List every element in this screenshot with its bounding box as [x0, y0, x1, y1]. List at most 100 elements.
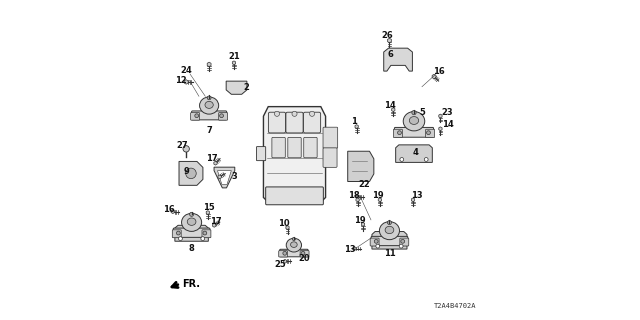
Text: 17: 17 — [207, 154, 218, 163]
Ellipse shape — [205, 101, 213, 108]
Polygon shape — [226, 81, 247, 94]
FancyBboxPatch shape — [288, 137, 301, 158]
Text: 26: 26 — [381, 31, 394, 40]
Polygon shape — [396, 145, 432, 162]
Ellipse shape — [385, 226, 394, 234]
FancyBboxPatch shape — [300, 251, 309, 257]
Text: 11: 11 — [384, 250, 396, 259]
Polygon shape — [378, 198, 381, 202]
Text: 3: 3 — [232, 172, 237, 181]
Circle shape — [189, 212, 194, 216]
Circle shape — [424, 157, 428, 161]
FancyBboxPatch shape — [304, 137, 317, 158]
Circle shape — [301, 252, 305, 255]
Text: 19: 19 — [372, 190, 384, 200]
Polygon shape — [179, 161, 203, 185]
Circle shape — [292, 111, 297, 116]
Text: 8: 8 — [189, 244, 195, 253]
Circle shape — [283, 252, 287, 255]
Circle shape — [387, 220, 392, 225]
Ellipse shape — [286, 238, 301, 252]
FancyBboxPatch shape — [400, 238, 409, 246]
FancyBboxPatch shape — [272, 137, 285, 158]
Polygon shape — [412, 198, 415, 202]
FancyBboxPatch shape — [303, 112, 321, 133]
Polygon shape — [264, 107, 326, 201]
Circle shape — [179, 237, 182, 241]
Circle shape — [401, 239, 404, 243]
Circle shape — [220, 114, 223, 118]
Circle shape — [183, 146, 189, 152]
Polygon shape — [171, 210, 175, 213]
Text: FR.: FR. — [182, 279, 200, 289]
FancyBboxPatch shape — [370, 238, 379, 246]
Polygon shape — [348, 151, 374, 181]
Ellipse shape — [188, 218, 196, 225]
Text: 17: 17 — [210, 217, 221, 226]
Polygon shape — [232, 61, 236, 65]
FancyBboxPatch shape — [280, 249, 308, 257]
Text: 16: 16 — [163, 205, 175, 214]
FancyBboxPatch shape — [172, 230, 181, 238]
Polygon shape — [392, 108, 395, 112]
Text: 27: 27 — [177, 141, 188, 150]
Polygon shape — [432, 74, 436, 79]
Text: 9: 9 — [184, 167, 189, 176]
Ellipse shape — [380, 222, 399, 240]
Text: 25: 25 — [275, 260, 286, 269]
Text: 13: 13 — [411, 190, 422, 200]
FancyBboxPatch shape — [323, 147, 333, 161]
Polygon shape — [206, 211, 209, 214]
Text: 2: 2 — [244, 83, 250, 92]
Text: 5: 5 — [420, 108, 426, 117]
Text: 16: 16 — [433, 67, 444, 76]
Text: 23: 23 — [442, 108, 453, 117]
Polygon shape — [212, 223, 216, 227]
Ellipse shape — [291, 242, 297, 247]
Text: T2A4B4702A: T2A4B4702A — [434, 303, 477, 309]
Text: 21: 21 — [228, 52, 240, 61]
Text: 14: 14 — [384, 101, 396, 110]
Circle shape — [310, 111, 315, 116]
Polygon shape — [218, 175, 221, 179]
FancyBboxPatch shape — [286, 112, 303, 133]
Polygon shape — [355, 124, 358, 128]
Text: 24: 24 — [180, 66, 192, 75]
FancyBboxPatch shape — [268, 112, 285, 133]
Polygon shape — [362, 222, 365, 226]
Text: 12: 12 — [175, 76, 188, 85]
Circle shape — [427, 131, 430, 135]
Circle shape — [400, 157, 404, 161]
Circle shape — [275, 111, 280, 116]
Circle shape — [195, 114, 198, 118]
FancyBboxPatch shape — [426, 129, 435, 138]
Text: 18: 18 — [348, 190, 359, 200]
Circle shape — [374, 239, 378, 243]
Polygon shape — [207, 62, 211, 67]
Text: 4: 4 — [413, 148, 419, 156]
Circle shape — [376, 244, 380, 248]
Polygon shape — [356, 198, 359, 202]
Text: 6: 6 — [387, 50, 393, 59]
Text: 22: 22 — [358, 180, 370, 189]
Polygon shape — [218, 171, 231, 184]
Polygon shape — [388, 38, 392, 43]
FancyBboxPatch shape — [394, 127, 433, 137]
FancyBboxPatch shape — [323, 148, 337, 167]
FancyBboxPatch shape — [278, 251, 287, 257]
FancyBboxPatch shape — [191, 113, 200, 120]
FancyBboxPatch shape — [323, 127, 338, 148]
FancyBboxPatch shape — [371, 236, 408, 246]
Circle shape — [412, 110, 416, 115]
Text: 14: 14 — [442, 120, 453, 130]
Circle shape — [203, 231, 207, 235]
Polygon shape — [286, 226, 289, 229]
Polygon shape — [384, 48, 412, 71]
Ellipse shape — [403, 112, 425, 131]
Circle shape — [399, 244, 403, 248]
Circle shape — [207, 96, 211, 100]
Circle shape — [201, 237, 205, 241]
Circle shape — [177, 231, 180, 235]
Circle shape — [397, 131, 401, 135]
Polygon shape — [439, 114, 442, 118]
